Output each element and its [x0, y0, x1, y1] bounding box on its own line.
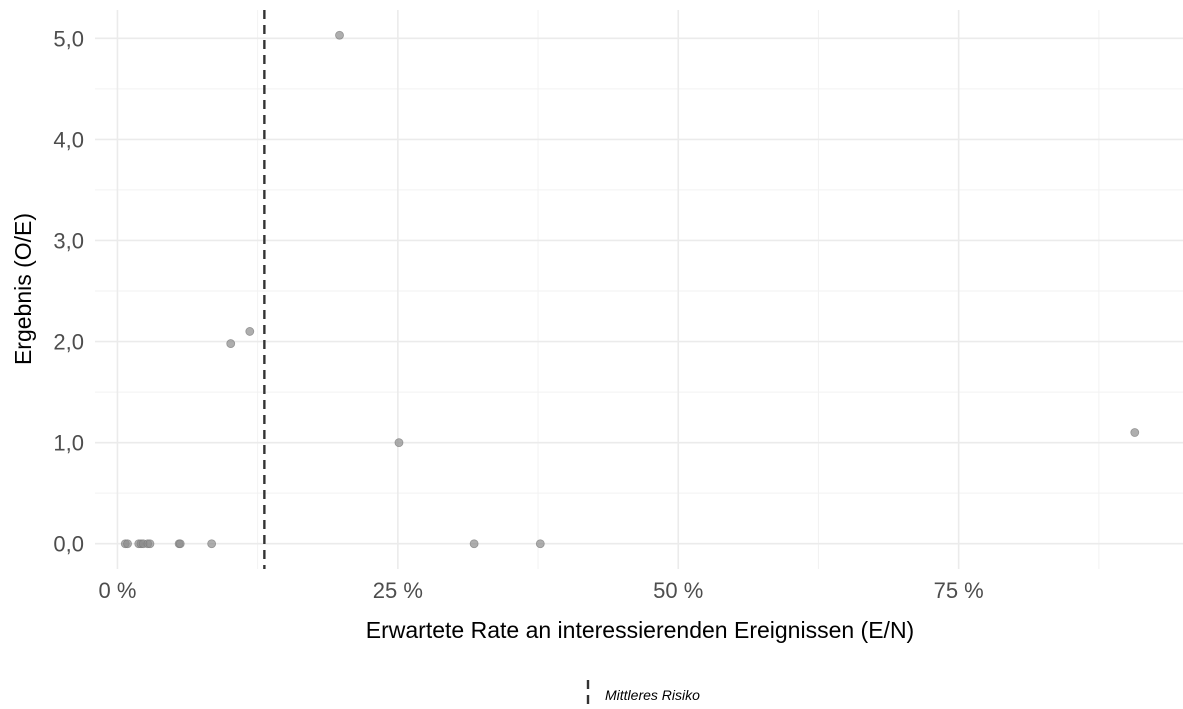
- scatter-point: [335, 30, 344, 40]
- y-tick-label: 0,0: [53, 532, 84, 557]
- legend: Mittleres Risiko: [586, 680, 700, 709]
- data-points: [120, 30, 1140, 549]
- scatter-point: [145, 539, 155, 549]
- y-tick-label: 4,0: [53, 127, 84, 152]
- y-tick-label: 1,0: [53, 431, 84, 456]
- scatter-point: [207, 539, 217, 549]
- y-axis-tick-labels: 0,0 1,0 2,0 3,0 4,0 5,0: [53, 26, 84, 556]
- x-tick-label: 25 %: [373, 578, 423, 603]
- legend-label-mean-risk: Mittleres Risiko: [605, 687, 700, 703]
- x-tick-label: 75 %: [934, 578, 984, 603]
- scatter-point: [123, 539, 132, 549]
- x-axis-title: Erwartete Rate an interessierenden Ereig…: [366, 617, 914, 643]
- y-tick-label: 5,0: [53, 26, 84, 51]
- x-tick-label: 0 %: [98, 578, 136, 603]
- y-axis-title: Ergebnis (O/E): [10, 213, 36, 365]
- y-tick-label: 3,0: [53, 228, 84, 253]
- scatter-point: [245, 327, 255, 336]
- scatter-point: [394, 438, 404, 448]
- scatter-point: [1130, 428, 1140, 437]
- scatter-point: [226, 339, 236, 348]
- minor-gridlines: [95, 10, 1183, 569]
- scatter-point: [175, 539, 185, 549]
- x-tick-label: 50 %: [653, 578, 703, 603]
- x-axis-tick-labels: 0 % 25 % 50 % 75 %: [98, 578, 983, 603]
- scatter-point: [535, 539, 545, 549]
- y-tick-label: 2,0: [53, 330, 84, 355]
- major-gridlines: [95, 10, 1183, 569]
- scatter-point: [469, 539, 479, 549]
